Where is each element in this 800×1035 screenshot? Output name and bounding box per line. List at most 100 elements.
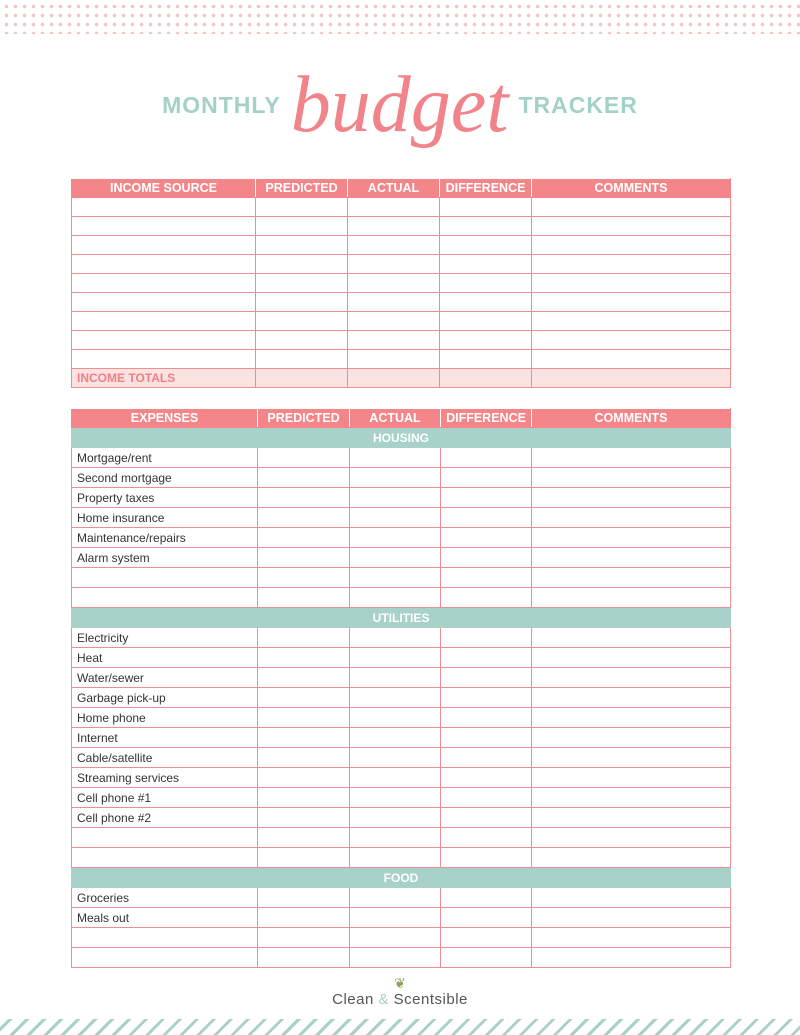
entry-cell[interactable]: [349, 847, 441, 868]
entry-cell[interactable]: [531, 927, 731, 948]
entry-cell[interactable]: [347, 330, 440, 350]
entry-cell[interactable]: [531, 907, 731, 928]
entry-cell[interactable]: [255, 216, 348, 236]
entry-cell[interactable]: [347, 311, 440, 331]
entry-cell[interactable]: [531, 527, 731, 548]
entry-cell[interactable]: [531, 647, 731, 668]
row-label[interactable]: Cable/satellite: [71, 747, 258, 768]
entry-cell[interactable]: [347, 292, 440, 312]
entry-cell[interactable]: [347, 368, 440, 388]
entry-cell[interactable]: [349, 767, 441, 788]
entry-cell[interactable]: [531, 787, 731, 808]
entry-cell[interactable]: [255, 273, 348, 293]
entry-cell[interactable]: [439, 292, 532, 312]
row-label[interactable]: INCOME TOTALS: [71, 368, 256, 388]
row-label[interactable]: [71, 587, 258, 608]
entry-cell[interactable]: [349, 507, 441, 528]
entry-cell[interactable]: [347, 216, 440, 236]
row-label[interactable]: Property taxes: [71, 487, 258, 508]
row-label[interactable]: Mortgage/rent: [71, 447, 258, 468]
entry-cell[interactable]: [440, 507, 532, 528]
entry-cell[interactable]: [440, 827, 532, 848]
entry-cell[interactable]: [257, 467, 350, 488]
entry-cell[interactable]: [257, 547, 350, 568]
row-label[interactable]: Garbage pick-up: [71, 687, 258, 708]
entry-cell[interactable]: [349, 527, 441, 548]
entry-cell[interactable]: [257, 667, 350, 688]
entry-cell[interactable]: [257, 487, 350, 508]
entry-cell[interactable]: [349, 887, 441, 908]
entry-cell[interactable]: [349, 727, 441, 748]
entry-cell[interactable]: [255, 349, 348, 369]
entry-cell[interactable]: [531, 667, 731, 688]
entry-cell[interactable]: [257, 707, 350, 728]
entry-cell[interactable]: [255, 330, 348, 350]
entry-cell[interactable]: [440, 847, 532, 868]
entry-cell[interactable]: [439, 197, 532, 217]
entry-cell[interactable]: [257, 827, 350, 848]
entry-cell[interactable]: [440, 467, 532, 488]
entry-cell[interactable]: [439, 254, 532, 274]
entry-cell[interactable]: [257, 847, 350, 868]
entry-cell[interactable]: [440, 727, 532, 748]
entry-cell[interactable]: [255, 197, 348, 217]
entry-cell[interactable]: [349, 647, 441, 668]
entry-cell[interactable]: [440, 567, 532, 588]
entry-cell[interactable]: [440, 787, 532, 808]
row-label[interactable]: [71, 349, 256, 369]
entry-cell[interactable]: [531, 567, 731, 588]
entry-cell[interactable]: [257, 647, 350, 668]
row-label[interactable]: [71, 330, 256, 350]
row-label[interactable]: [71, 254, 256, 274]
row-label[interactable]: Second mortgage: [71, 467, 258, 488]
entry-cell[interactable]: [257, 567, 350, 588]
entry-cell[interactable]: [349, 587, 441, 608]
entry-cell[interactable]: [349, 567, 441, 588]
entry-cell[interactable]: [531, 311, 731, 331]
entry-cell[interactable]: [349, 447, 441, 468]
row-label[interactable]: [71, 567, 258, 588]
entry-cell[interactable]: [531, 747, 731, 768]
entry-cell[interactable]: [531, 587, 731, 608]
entry-cell[interactable]: [257, 587, 350, 608]
entry-cell[interactable]: [439, 368, 532, 388]
entry-cell[interactable]: [349, 487, 441, 508]
entry-cell[interactable]: [531, 727, 731, 748]
entry-cell[interactable]: [257, 807, 350, 828]
row-label[interactable]: Water/sewer: [71, 667, 258, 688]
row-label[interactable]: Internet: [71, 727, 258, 748]
entry-cell[interactable]: [531, 887, 731, 908]
row-label[interactable]: [71, 273, 256, 293]
entry-cell[interactable]: [257, 727, 350, 748]
entry-cell[interactable]: [531, 349, 731, 369]
entry-cell[interactable]: [439, 273, 532, 293]
entry-cell[interactable]: [439, 216, 532, 236]
entry-cell[interactable]: [531, 467, 731, 488]
entry-cell[interactable]: [531, 547, 731, 568]
entry-cell[interactable]: [440, 747, 532, 768]
entry-cell[interactable]: [440, 947, 532, 968]
row-label[interactable]: Cell phone #2: [71, 807, 258, 828]
entry-cell[interactable]: [257, 927, 350, 948]
entry-cell[interactable]: [440, 927, 532, 948]
row-label[interactable]: [71, 827, 258, 848]
entry-cell[interactable]: [531, 947, 731, 968]
entry-cell[interactable]: [531, 292, 731, 312]
entry-cell[interactable]: [257, 527, 350, 548]
entry-cell[interactable]: [531, 627, 731, 648]
entry-cell[interactable]: [439, 330, 532, 350]
entry-cell[interactable]: [349, 707, 441, 728]
entry-cell[interactable]: [257, 907, 350, 928]
entry-cell[interactable]: [255, 254, 348, 274]
entry-cell[interactable]: [531, 254, 731, 274]
entry-cell[interactable]: [440, 447, 532, 468]
row-label[interactable]: [71, 235, 256, 255]
row-label[interactable]: Heat: [71, 647, 258, 668]
row-label[interactable]: Cell phone #1: [71, 787, 258, 808]
entry-cell[interactable]: [531, 235, 731, 255]
entry-cell[interactable]: [531, 216, 731, 236]
entry-cell[interactable]: [531, 707, 731, 728]
entry-cell[interactable]: [255, 311, 348, 331]
entry-cell[interactable]: [257, 947, 350, 968]
entry-cell[interactable]: [347, 235, 440, 255]
